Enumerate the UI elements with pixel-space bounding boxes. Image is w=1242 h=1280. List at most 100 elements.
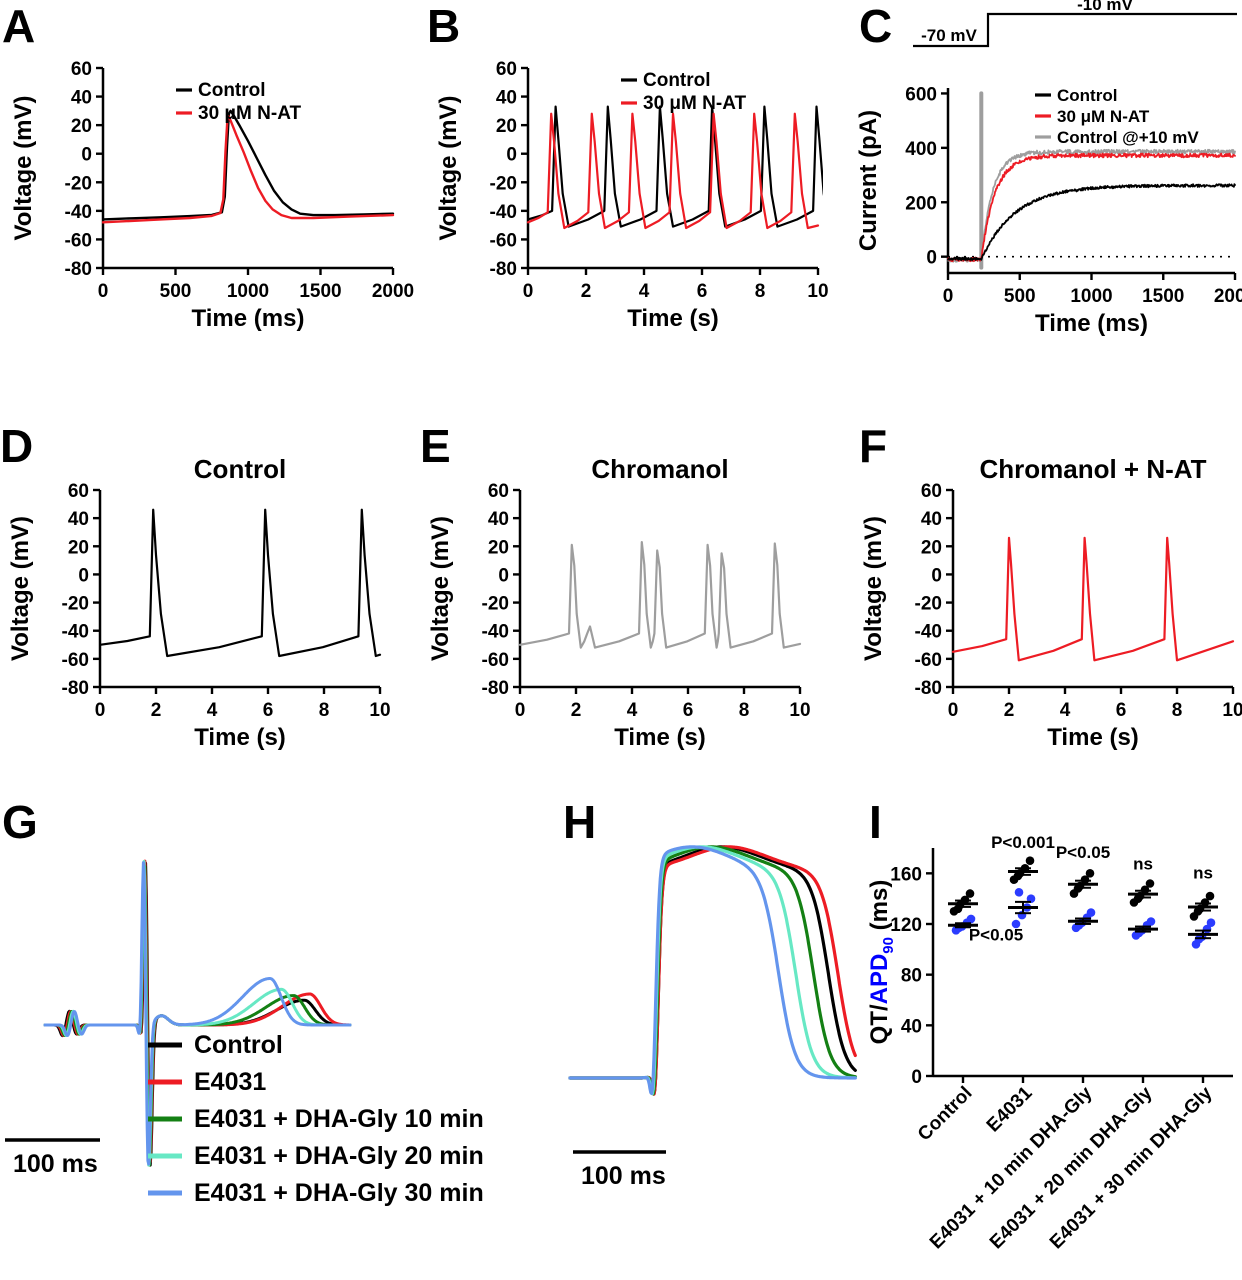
y-tick-label: 20 — [488, 537, 509, 558]
scale-bar-label: 100 ms — [13, 1150, 98, 1178]
scale-bar-label: 100 ms — [581, 1162, 666, 1190]
y-tick-label: 0 — [498, 565, 509, 586]
x-tick-label: 1500 — [299, 281, 341, 302]
panel-A-svg: A 0 500 1000 1500 2000 -80 -60 -40 -20 0 20 40 60 Time… — [2, 0, 414, 332]
series-control — [102, 109, 395, 221]
plot-area — [99, 508, 382, 658]
x-tick-label: 10 — [807, 281, 828, 302]
panel-H-svg: H 100 ms — [563, 796, 857, 1190]
y-tick-label: -40 — [65, 202, 92, 223]
x-tick-label: 2 — [571, 700, 582, 721]
legend-label-control: Control — [1057, 86, 1117, 105]
x-axis-label: Time (s) — [194, 724, 286, 751]
y-tick-label: 80 — [901, 966, 922, 987]
y-tick-label: 20 — [68, 537, 89, 558]
y-tick-label: 60 — [488, 481, 509, 502]
panel-letter-F: F — [859, 420, 887, 472]
x-tick-label: 6 — [263, 700, 274, 721]
y-tick-label: 20 — [496, 116, 517, 137]
x-tick-label: 1500 — [1142, 286, 1184, 307]
x-tick-label: 4 — [639, 281, 650, 302]
x-tick-label: 1000 — [1070, 286, 1112, 307]
panel-title: Chromanol — [591, 454, 728, 484]
legend-label-e4031-dha-gly-30-min: E4031 + DHA-Gly 30 min — [194, 1179, 484, 1207]
voltage-protocol-step — [913, 12, 1237, 48]
x-tick-label: 2000 — [1214, 286, 1242, 307]
series-e4031-dha-gly-30-min — [43, 861, 352, 1166]
panel-I: I 0 40 80 120 160 QT/APD90 (ms) Control E4031 E40… — [865, 790, 1242, 1280]
x-tick-label: 10 — [1222, 700, 1242, 721]
y-tick-label: -20 — [915, 594, 942, 615]
y-axis-label: QT/APD90 (ms) — [866, 880, 897, 1045]
legend-label-e4031-dha-gly-10-min: E4031 + DHA-Gly 10 min — [194, 1105, 484, 1133]
panel-letter-I: I — [869, 796, 882, 848]
y-axis-label: Voltage (mV) — [427, 516, 454, 661]
data-point-qt — [953, 904, 963, 914]
x-tick-label: 8 — [739, 700, 750, 721]
data-point-qt — [965, 889, 975, 898]
x-tick-label: 0 — [515, 700, 526, 721]
panel-D-svg: D 0 2 4 6 8 10 -80 -60 -40 -20 0 20 40 60 Time (s) Volta… — [0, 420, 391, 751]
category-label-control: Control — [914, 1083, 977, 1146]
y-tick-label: -80 — [482, 678, 509, 699]
x-tick-label: 2000 — [372, 281, 414, 302]
panel-C: C 0 500 1000 1500 2000 0 200 400 600 Time (ms) Curr… — [853, 0, 1242, 352]
y-axis-label: Current (pA) — [855, 110, 882, 251]
x-tick-label: 6 — [1116, 700, 1127, 721]
panel-letter-A: A — [2, 0, 35, 52]
panel-letter-B: B — [427, 0, 460, 52]
data-point-qt — [1085, 869, 1095, 878]
x-axis-label: Time (ms) — [192, 305, 305, 332]
category-label-e4031: E4031 — [983, 1082, 1037, 1136]
x-tick-label: 6 — [697, 281, 708, 302]
panel-letter-H: H — [563, 796, 596, 848]
x-tick-label: 0 — [943, 286, 954, 307]
x-tick-label: 0 — [95, 700, 106, 721]
panel-letter-G: G — [2, 796, 38, 848]
panel-C-svg: C 0 500 1000 1500 2000 0 200 400 600 Time (ms) Curr… — [855, 0, 1242, 337]
data-point-apd90 — [1014, 888, 1024, 897]
panel-G: G Control E4031 E4031 + DHA-Gly 10 min E4031… — [0, 790, 555, 1280]
y-tick-label: 20 — [921, 537, 942, 558]
y-tick-label: 0 — [81, 145, 92, 166]
protocol-high-label: -10 mV — [1077, 0, 1133, 14]
panel-B: B 0 2 4 6 8 10 -80 -60 -40 -20 0 20 40 60 Time (s) Volta… — [425, 0, 840, 352]
y-tick-label: 0 — [926, 248, 937, 269]
x-tick-label: 6 — [683, 700, 694, 721]
panel-letter-D: D — [0, 420, 33, 472]
y-tick-label: -60 — [490, 230, 517, 251]
series-e4031-dha-gly-30-min — [568, 845, 857, 1095]
plot-area — [102, 109, 395, 224]
x-tick-label: 8 — [1172, 700, 1183, 721]
x-tick-label: 10 — [369, 700, 390, 721]
y-tick-label: -20 — [482, 594, 509, 615]
plot-area — [952, 536, 1235, 662]
x-tick-label: 4 — [207, 700, 218, 721]
x-axis-label: Time (s) — [627, 305, 719, 332]
y-tick-label: 40 — [921, 509, 942, 530]
panel-D: D 0 2 4 6 8 10 -80 -60 -40 -20 0 20 40 60 Time (s) Volta… — [0, 420, 400, 772]
legend-label-30-m-n-at: 30 μM N-AT — [198, 103, 302, 124]
series-30-um-n-at — [527, 112, 820, 230]
y-tick-label: 0 — [911, 1067, 922, 1088]
plot-area — [947, 91, 1236, 270]
data-point-apd90 — [1026, 894, 1036, 903]
y-tick-label: -20 — [65, 173, 92, 194]
panel-title: Chromanol + N-AT — [979, 454, 1206, 484]
data-point-qt — [1133, 894, 1143, 903]
x-tick-label: 0 — [948, 700, 959, 721]
stat-annotation: ns — [1133, 855, 1153, 874]
data-point-qt — [1205, 891, 1215, 901]
series-chromanol — [519, 540, 802, 649]
panel-F: F 0 2 4 6 8 10 -80 -60 -40 -20 0 20 40 60 Time (s) Volta… — [853, 420, 1242, 772]
stat-annotation: P<0.05 — [1056, 843, 1110, 862]
x-tick-label: 2 — [581, 281, 592, 302]
plot-area — [527, 105, 823, 230]
y-tick-label: -80 — [490, 259, 517, 280]
y-tick-label: -40 — [915, 622, 942, 643]
y-tick-label: 60 — [68, 481, 89, 502]
y-tick-label: -80 — [65, 259, 92, 280]
y-tick-label: 200 — [905, 193, 937, 214]
